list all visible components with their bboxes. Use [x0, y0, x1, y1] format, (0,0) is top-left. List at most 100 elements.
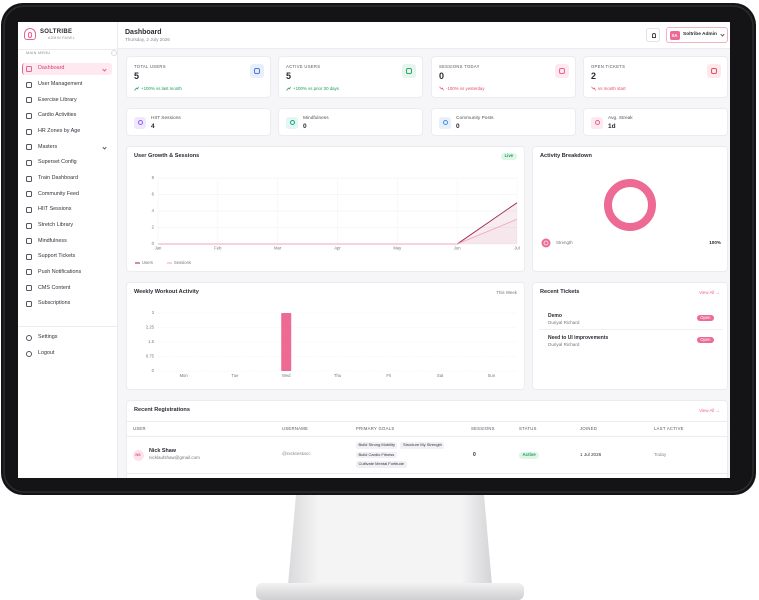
mini-stat-label: Community Posts [456, 115, 494, 121]
tickets-card: Recent Tickets View All → Demo Duriyal Rich… [532, 282, 728, 390]
ticket-user: Duriyal Richard [548, 320, 580, 325]
mini-stat-icon [591, 116, 603, 129]
nav-icon [26, 222, 32, 229]
column-header: USERNAME [282, 426, 309, 431]
mini-stat-label: Mindfulness [303, 115, 329, 121]
nav-icon [26, 300, 32, 307]
stat-label: SESSIONS TODAY [439, 63, 480, 69]
logo-inner [27, 31, 32, 38]
legend-icon-inner [543, 240, 549, 246]
header-divider [18, 48, 118, 49]
stand-neck [288, 495, 492, 585]
nav-label: HIIT Sessions [38, 206, 72, 213]
mini-stat-value: 0 [456, 122, 460, 130]
y-tick-label: 1.5 [148, 339, 154, 344]
nav-item[interactable] [22, 332, 112, 344]
nav-icon [26, 159, 32, 166]
nav-icon [26, 253, 32, 260]
x-tick-label: Tue [231, 373, 239, 378]
trend-icon [591, 86, 596, 91]
mini-stat-value: 1d [608, 122, 616, 130]
column-header: USER [133, 426, 146, 431]
stat-value: 5 [286, 71, 292, 81]
nav-label: Dashboard [38, 65, 65, 72]
notification-button[interactable] [646, 28, 660, 42]
goal-chip: Build Cardio Fitness [356, 451, 397, 459]
x-tick-label: Feb [214, 246, 222, 251]
stat-change: +100% vs last month [141, 85, 182, 91]
last-active: Today [654, 452, 667, 457]
mini-stat-value: 0 [303, 122, 307, 130]
user-avatar: NS [133, 450, 144, 461]
bar-chart-card: Weekly Workout Activity This Week 0 0.75 1.5… [126, 282, 525, 390]
nav-icon [26, 351, 32, 357]
nav-label: HR Zones by Age [38, 128, 81, 134]
nav-item[interactable] [22, 141, 112, 153]
ticket-row[interactable] [539, 311, 723, 330]
nav-item[interactable] [22, 63, 112, 75]
nav-label: Stretch Library [38, 221, 74, 228]
view-all-link[interactable]: View All → [699, 407, 720, 413]
mini-stat-glyph [289, 120, 295, 125]
column-header: LAST ACTIVE [654, 426, 684, 431]
mini-stat-glyph [137, 120, 143, 125]
y-tick-label: 2.25 [146, 325, 155, 330]
mini-stat-label: HIIT Sessions [151, 115, 181, 121]
ticket-title: Demo [548, 313, 562, 319]
pie-value-label: 100% [709, 240, 721, 245]
trend-arrow [134, 86, 139, 91]
nav-label: User Management [38, 81, 83, 88]
stat-change: -100% vs yesterday [446, 85, 485, 91]
nav-icon [26, 66, 32, 72]
stat-glyph [711, 68, 717, 74]
user-menu[interactable]: SA Soltribe Admin [666, 27, 728, 43]
bezel-edge [3, 5, 754, 493]
chart-canvas: Strength 100% [541, 179, 721, 248]
nav-icon [26, 112, 32, 119]
bell-icon [651, 32, 656, 38]
period-label: This Week [496, 289, 517, 295]
nav-label: Superset Config [38, 159, 77, 166]
x-tick-label: Jan [155, 246, 162, 251]
view-all-link[interactable]: View All → [699, 289, 720, 295]
collapse-button[interactable] [111, 50, 117, 56]
chart-title: Activity Breakdown [540, 153, 592, 159]
nav-label: Logout [38, 350, 55, 357]
x-tick-label: Fri [386, 373, 391, 378]
nav-label: Cardio Activities [38, 112, 77, 119]
stat-icon [707, 64, 721, 78]
session-count: 0 [473, 452, 476, 458]
nav-item[interactable] [22, 348, 112, 360]
mini-stat-card: Mindfulness 0 [278, 108, 423, 136]
nav-icon [26, 191, 32, 198]
stat-icon [402, 64, 416, 78]
nav-label: Masters [38, 143, 58, 150]
avatar-initials: NS [135, 452, 141, 457]
nav-label: Push Notifications [38, 268, 82, 275]
x-tick-label: Sat [437, 373, 444, 378]
stat-card: ACTIVE USERS 5 +100% vs prior 30 days [278, 56, 423, 98]
user-initials: SA [671, 32, 678, 38]
card-title: Recent Tickets [540, 289, 580, 295]
stat-card: SESSIONS TODAY 0 -100% vs yesterday [431, 56, 576, 98]
nav-icon [26, 238, 32, 245]
stat-glyph [559, 68, 565, 74]
nav-icon [26, 269, 32, 276]
mini-stat-card: Avg. Streak 1d [583, 108, 728, 136]
nav-icon [26, 97, 32, 104]
trend-icon [134, 86, 139, 91]
stat-value: 2 [591, 71, 597, 81]
goal-chip: Build Strong Mobility [356, 442, 398, 449]
stat-icon [250, 64, 264, 78]
x-tick-label: Apr [334, 246, 341, 251]
column-header: SESSIONS [471, 426, 495, 431]
user-avatar: SA [670, 31, 680, 40]
x-tick-label: Jul [514, 246, 519, 251]
y-tick-label: 4 [152, 208, 155, 213]
nav-item[interactable] [22, 235, 112, 247]
y-tick-label: 6 [152, 192, 155, 197]
user-name: Nick Shaw [149, 448, 176, 454]
card-title: Recent Registrations [134, 407, 190, 413]
y-tick-label: 0 [152, 368, 155, 373]
